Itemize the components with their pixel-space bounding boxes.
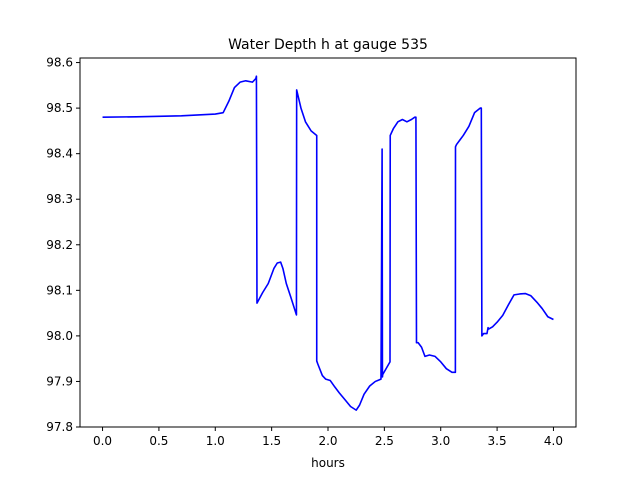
y-tick-label: 98.0 — [46, 329, 73, 343]
x-tick-label: 3.0 — [431, 434, 450, 448]
y-tick-label: 97.8 — [46, 420, 73, 434]
y-axis: 97.8 97.9 98.0 98.1 98.2 98.3 98.4 98.5 98.6 — [46, 56, 80, 434]
y-tick-label: 98.1 — [46, 283, 73, 297]
plot-area — [102, 75, 554, 411]
x-tick-label: 1.0 — [206, 434, 225, 448]
x-tick-label: 4.0 — [544, 434, 563, 448]
y-tick-label: 98.6 — [46, 56, 73, 70]
y-tick-label: 98.5 — [46, 101, 73, 115]
x-axis-label: hours — [311, 456, 345, 470]
x-tick-label: 2.5 — [375, 434, 394, 448]
plot-frame — [79, 57, 577, 428]
y-tick-label: 98.2 — [46, 238, 73, 252]
chart-title: Water Depth h at gauge 535 — [228, 37, 428, 53]
x-axis: 0.0 0.5 1.0 1.5 2.0 2.5 3.0 3.5 4.0 — [93, 427, 563, 448]
y-tick-label: 98.4 — [46, 147, 73, 161]
x-tick-label: 1.5 — [262, 434, 281, 448]
x-tick-label: 3.5 — [488, 434, 507, 448]
x-tick-label: 0.5 — [149, 434, 168, 448]
y-tick-label: 98.3 — [46, 192, 73, 206]
x-tick-label: 2.0 — [318, 434, 337, 448]
series-line — [102, 75, 554, 411]
y-tick-label: 97.9 — [46, 374, 73, 388]
x-tick-label: 0.0 — [93, 434, 112, 448]
